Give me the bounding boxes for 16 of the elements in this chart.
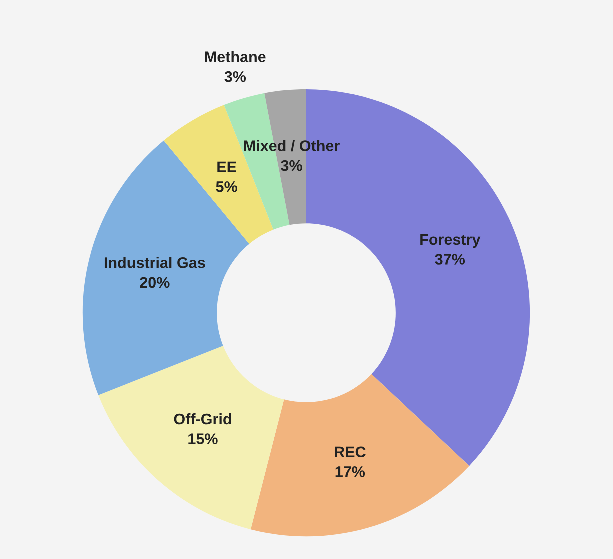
data-label: 15% — [188, 434, 218, 444]
slice-label: Mixed / Other — [244, 140, 340, 152]
data-label: 37% — [435, 254, 466, 265]
slice-label: EE — [218, 162, 236, 172]
slice-label: Industrial Gas — [104, 257, 206, 268]
data-label: 3% — [224, 71, 246, 82]
donut-slice — [250, 374, 470, 537]
data-label: 3% — [281, 160, 302, 172]
data-label: 5% — [216, 182, 238, 192]
slice-label: Methane — [205, 51, 266, 62]
slice-label: REC — [335, 446, 366, 458]
donut-slice — [98, 346, 284, 530]
slice-label: Off-Grid — [174, 413, 232, 425]
data-label: 17% — [336, 466, 366, 478]
data-label: 20% — [140, 277, 170, 288]
slice-label: Forestry — [420, 234, 481, 248]
